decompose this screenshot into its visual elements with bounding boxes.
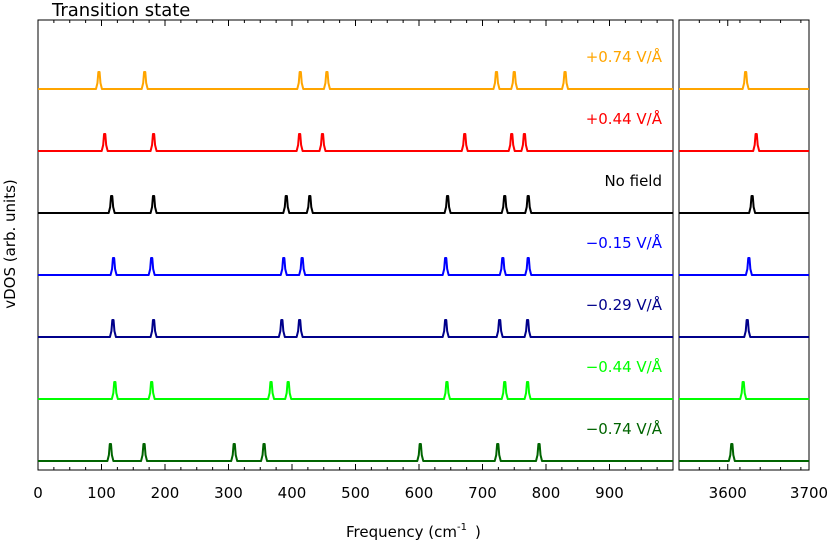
series-line-2 xyxy=(679,195,809,214)
series-label-6: −0.74 V/Å xyxy=(586,419,663,438)
series-line-1 xyxy=(38,133,673,152)
series-label-1: +0.44 V/Å xyxy=(586,109,663,128)
series-label-3: −0.15 V/Å xyxy=(586,233,663,252)
series-line-6 xyxy=(38,443,673,462)
x-axis-label: Frequency (cm-1) xyxy=(346,522,481,541)
x-tick-label: 100 xyxy=(87,484,116,502)
series-line-2 xyxy=(38,195,673,214)
x-tick-label: 3600 xyxy=(709,484,747,502)
x-tick-label: 300 xyxy=(214,484,243,502)
series-line-1 xyxy=(679,133,809,152)
series-label-0: +0.74 V/Å xyxy=(586,47,663,66)
series-line-6 xyxy=(679,443,809,462)
x-tick-label: 0 xyxy=(33,484,43,502)
series-line-0 xyxy=(679,71,809,90)
series-line-4 xyxy=(679,319,809,338)
x-tick-label: 900 xyxy=(595,484,624,502)
x-tick-label: 500 xyxy=(341,484,370,502)
panel-frame xyxy=(37,19,674,471)
y-axis-label: vDOS (arb. units) xyxy=(1,179,19,309)
panel-low-frequency: 0 100 200 300 400 500 600 700 800 900 +0.74 V/Å +0.… xyxy=(33,19,674,502)
x-tick-label: 600 xyxy=(405,484,434,502)
panel-frame xyxy=(678,19,810,471)
series-line-5 xyxy=(679,381,809,400)
series-line-3 xyxy=(679,257,809,276)
x-axis-label-close: ) xyxy=(475,523,481,541)
panel-high-frequency: 3600 3700 xyxy=(678,19,828,502)
series-label-5: −0.44 V/Å xyxy=(586,357,663,376)
x-tick-label: 3700 xyxy=(790,484,828,502)
chart-title: Transition state xyxy=(51,0,190,21)
series-label-4: −0.29 V/Å xyxy=(586,295,663,314)
x-axis-label-exponent: -1 xyxy=(457,522,467,533)
x-tick-label: 800 xyxy=(532,484,561,502)
series-line-4 xyxy=(38,319,673,338)
x-tick-label: 400 xyxy=(278,484,307,502)
series-line-3 xyxy=(38,257,673,276)
series-line-0 xyxy=(38,71,673,90)
series-line-5 xyxy=(38,381,673,400)
x-axis-label-main: Frequency (cm xyxy=(346,523,457,541)
x-tick-label: 200 xyxy=(151,484,180,502)
x-tick-label: 700 xyxy=(468,484,497,502)
series-label-2: No field xyxy=(604,172,662,190)
